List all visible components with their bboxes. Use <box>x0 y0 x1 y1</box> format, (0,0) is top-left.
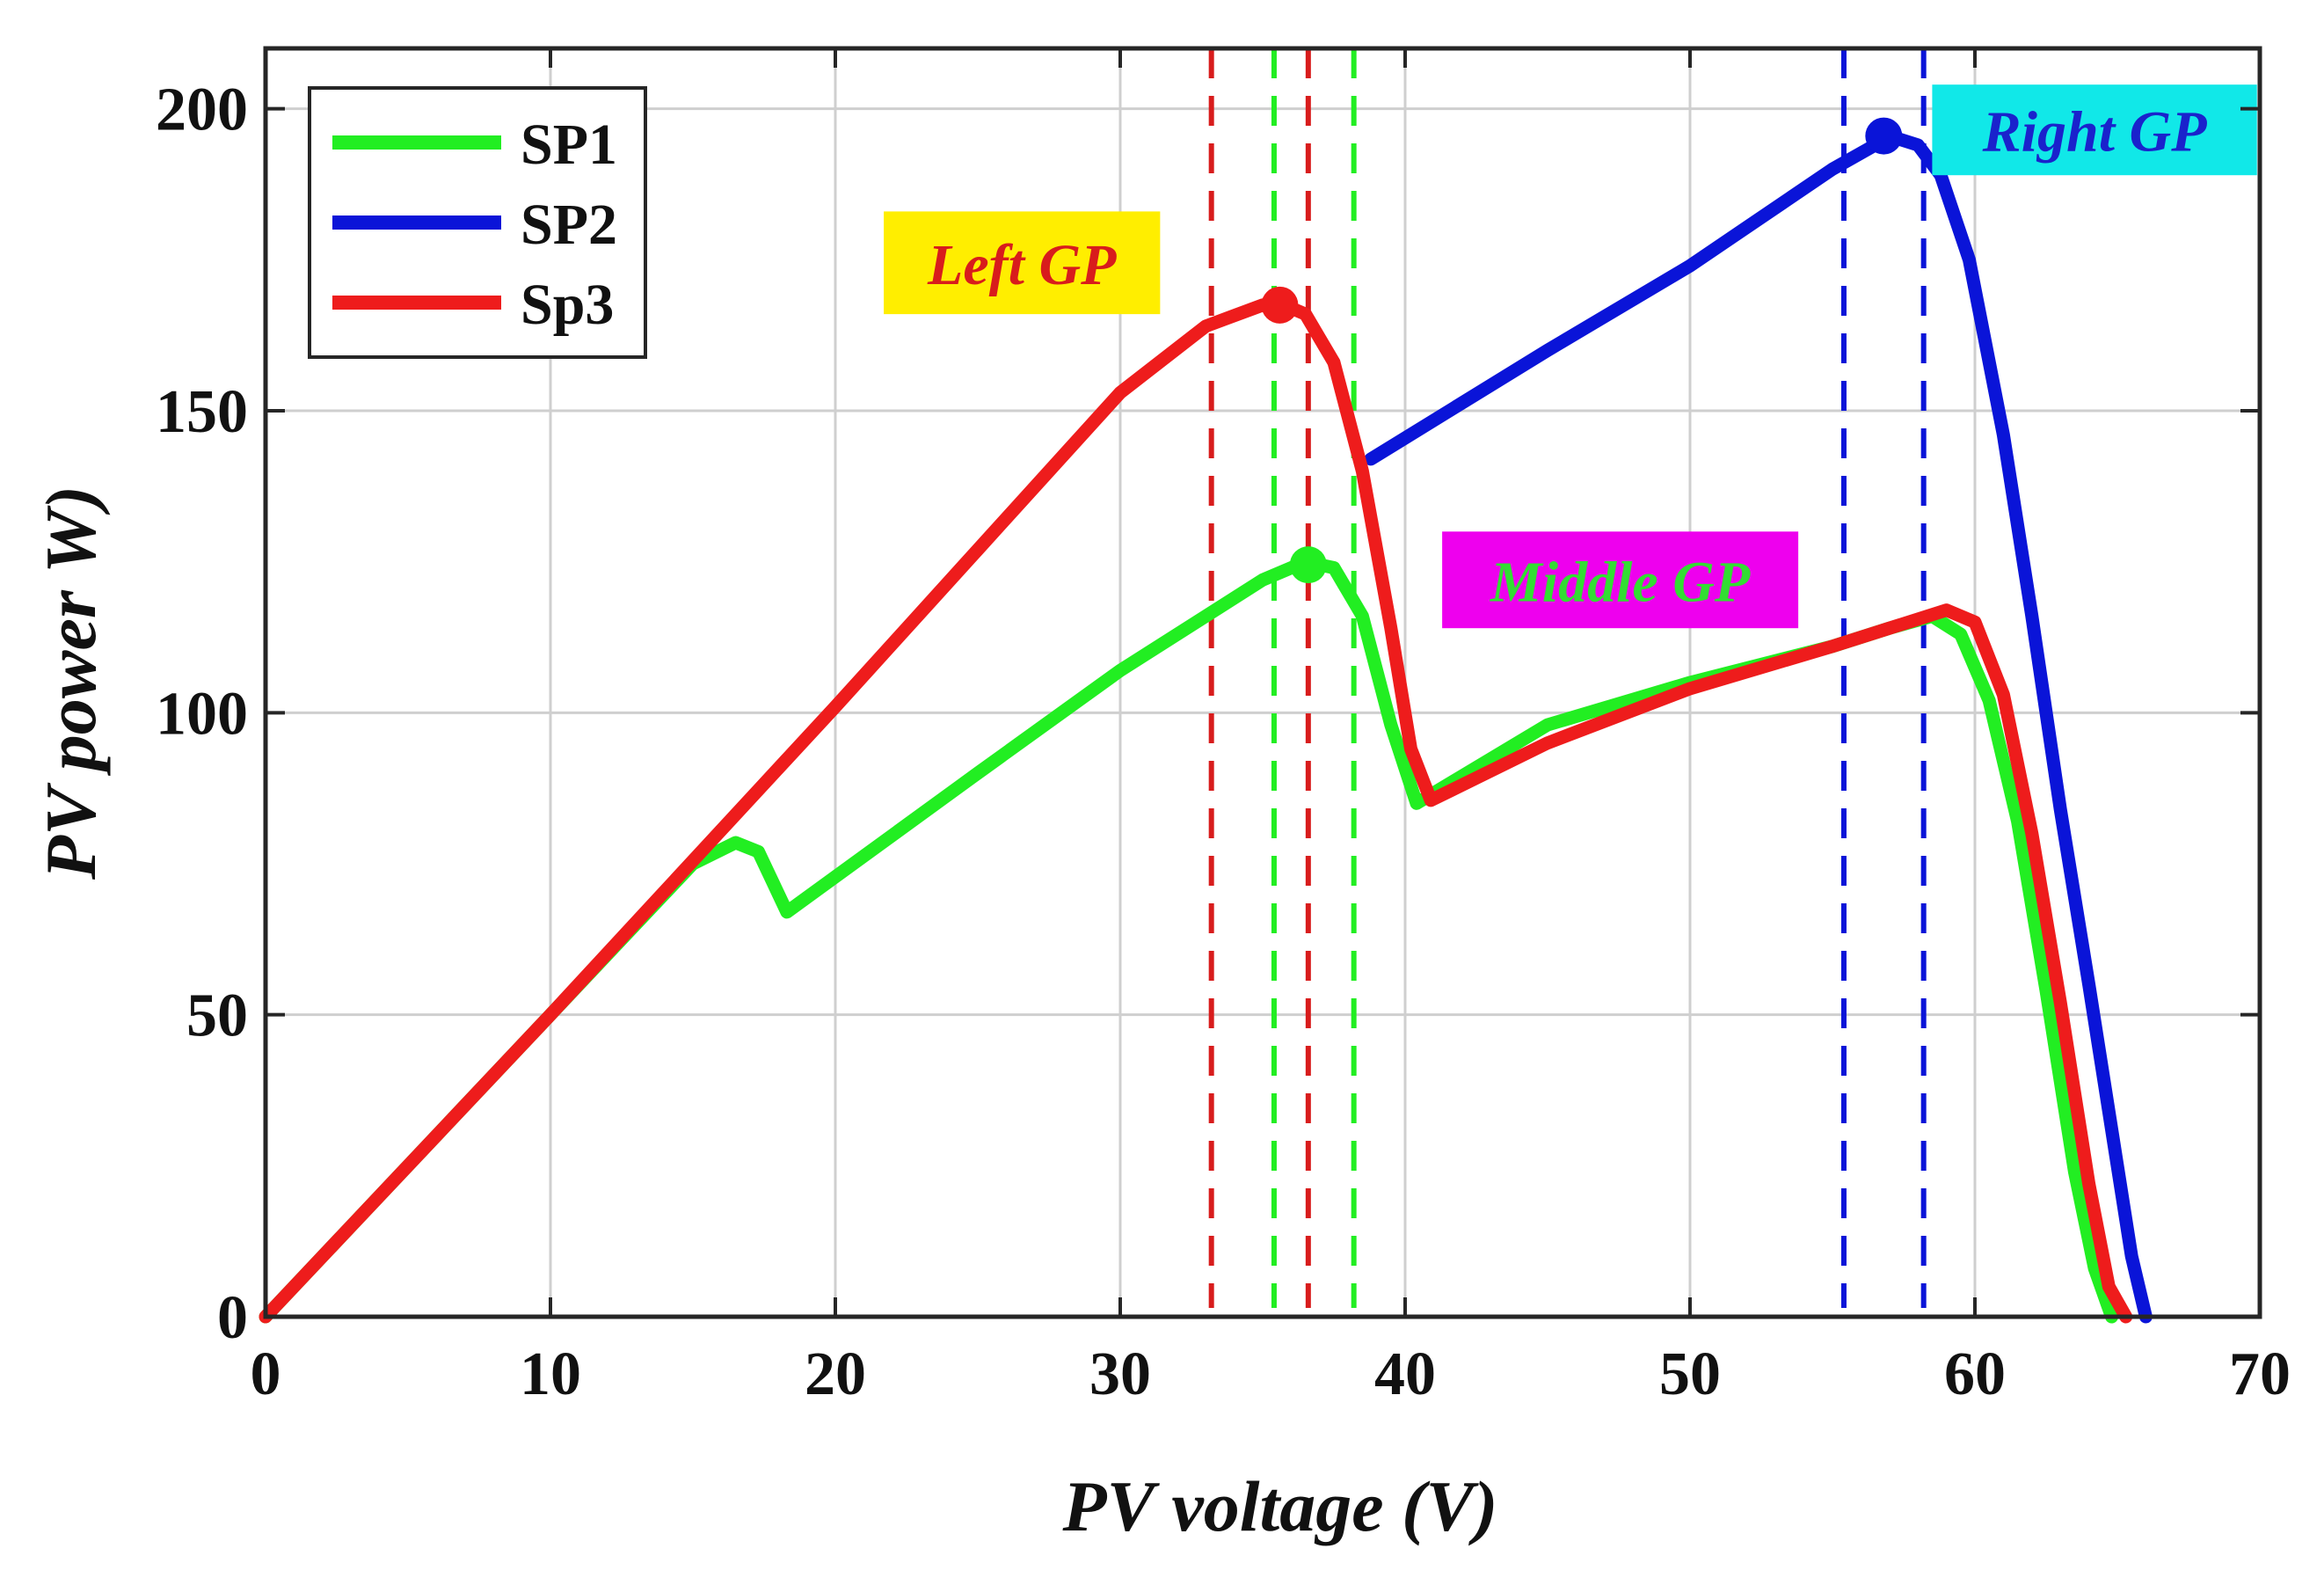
y-tick-label: 200 <box>156 77 248 144</box>
x-tick-label: 60 <box>1944 1340 2006 1408</box>
global-peak-marker <box>1289 546 1327 584</box>
legend-entry-label: SP1 <box>521 113 617 177</box>
x-tick-label: 20 <box>805 1340 866 1408</box>
y-tick-label: 100 <box>156 680 248 748</box>
series-sp2-line <box>1364 129 2153 1324</box>
y-tick-label: 150 <box>156 378 248 446</box>
annotations: Left GP Middle GP Right GP <box>884 84 2257 629</box>
y-tick-label: 0 <box>217 1284 248 1352</box>
x-axis-label: PV voltage (V) <box>1062 1466 1498 1546</box>
global-peak-marker <box>1865 117 1903 155</box>
y-tick-label: 50 <box>186 982 248 1050</box>
x-tick-label: 50 <box>1659 1340 1721 1408</box>
series-sp3-line <box>259 295 2133 1324</box>
annotation-box <box>884 211 1161 315</box>
x-tick-label: 30 <box>1089 1340 1151 1408</box>
axis-ticks: 0 10 20 30 40 50 60 70 0 50 100 150 200 <box>156 48 2291 1408</box>
axes-frame <box>263 46 2262 1319</box>
x-tick-label: 0 <box>251 1340 281 1408</box>
annotation-label: Left GP <box>927 233 1117 297</box>
legend: SP1 SP2 Sp3 <box>308 86 647 359</box>
gp-markers <box>1261 117 1903 584</box>
reference-lines <box>1208 48 1927 1308</box>
global-peak-marker <box>1261 286 1299 324</box>
series-sp1-line <box>259 555 2118 1324</box>
annotation-box <box>1442 531 1799 629</box>
series-lines <box>259 129 2153 1324</box>
annotation-label: Middle GP <box>1490 550 1751 614</box>
legend-entry-label: Sp3 <box>521 273 614 337</box>
y-axis-label: PV power W) <box>31 486 111 880</box>
x-tick-label: 40 <box>1374 1340 1436 1408</box>
annotation-box <box>1932 84 2257 176</box>
legend-entry-label: SP2 <box>521 193 617 257</box>
x-tick-label: 10 <box>520 1340 581 1408</box>
x-tick-label: 70 <box>2229 1340 2291 1408</box>
annotation-label: Right GP <box>1982 100 2208 164</box>
